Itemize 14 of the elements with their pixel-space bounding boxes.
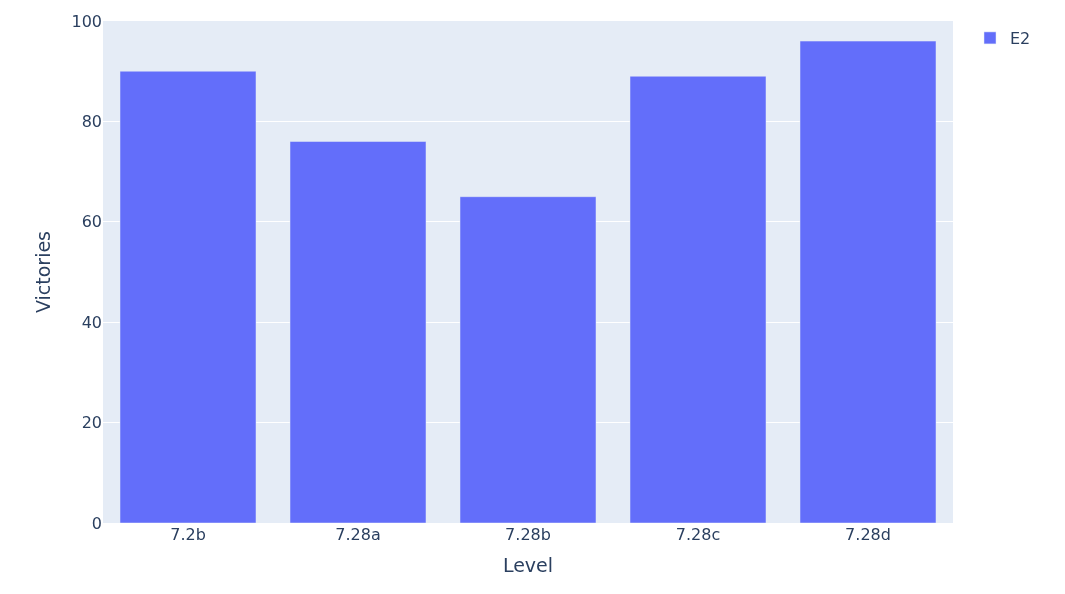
- x-tick-label: 7.28b: [505, 525, 551, 544]
- y-tick-label: 40: [81, 312, 102, 332]
- y-tick-label: 60: [81, 212, 102, 232]
- x-tick-label: 7.28a: [335, 525, 381, 544]
- y-axis-title: Victories: [32, 230, 55, 314]
- y-tick-label: 100: [71, 11, 102, 31]
- x-tick-label: 7.28d: [845, 525, 891, 544]
- legend-label: E2: [1010, 29, 1031, 49]
- x-tick-label: 7.2b: [170, 525, 206, 544]
- x-tick-label: 7.28c: [675, 525, 721, 544]
- y-tick-label: 0: [91, 513, 102, 533]
- y-tick-label: 20: [81, 413, 102, 433]
- y-tick-label: 80: [81, 112, 102, 131]
- x-axis-title: Level: [502, 553, 554, 576]
